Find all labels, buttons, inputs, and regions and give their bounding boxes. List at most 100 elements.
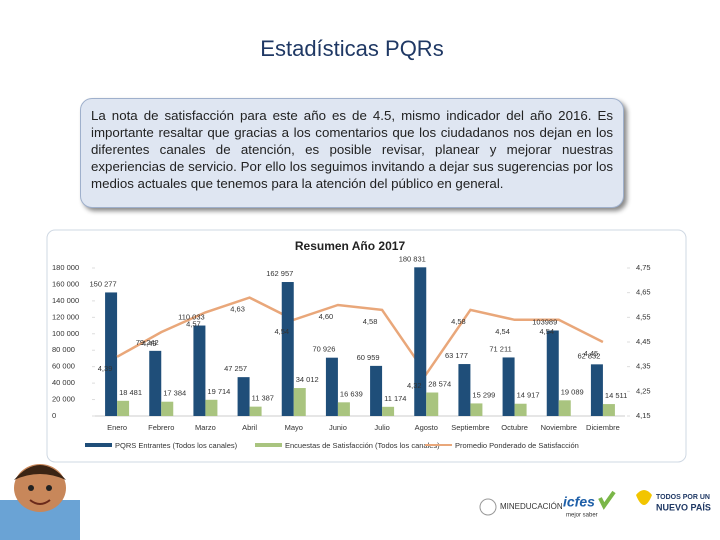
value-label: 4,45: [584, 349, 599, 358]
bar: [149, 350, 162, 416]
bar: [558, 400, 571, 416]
value-label: 103989: [532, 317, 557, 326]
y-tick-label: 40 000: [52, 378, 75, 387]
y-tick-label: 140 000: [52, 296, 79, 305]
bar: [205, 399, 218, 416]
value-label: 4,54: [495, 327, 510, 336]
bar: [590, 364, 603, 416]
x-tick-label: Abril: [242, 423, 257, 432]
bar: [602, 404, 615, 416]
bar: [105, 292, 118, 416]
legend-label: PQRS Entrantes (Todos los canales): [115, 441, 238, 450]
y-tick-label: 60 000: [52, 362, 75, 371]
logo-text: TODOS POR UN: [656, 494, 710, 501]
value-label: 4,60: [319, 312, 334, 321]
y2-tick-label: 4,55: [636, 312, 651, 321]
child-illustration: [0, 464, 80, 540]
x-tick-label: Julio: [374, 423, 389, 432]
y-tick-label: 160 000: [52, 279, 79, 288]
value-label: 162 957: [266, 269, 293, 278]
x-tick-label: Junio: [329, 423, 347, 432]
x-tick-label: Febrero: [148, 423, 174, 432]
bar: [470, 403, 483, 416]
value-label: 4,58: [363, 317, 378, 326]
value-label: 4,49: [142, 339, 157, 348]
value-label: 47 257: [224, 364, 247, 373]
value-label: 4,58: [451, 317, 466, 326]
value-label: 11 387: [252, 394, 274, 403]
value-label: 17 384: [163, 389, 186, 398]
legend-label: Encuestas de Satisfacción (Todos los can…: [285, 441, 440, 450]
bar: [458, 364, 471, 416]
x-tick-label: Diciembre: [586, 423, 620, 432]
value-label: 34 012: [296, 375, 319, 384]
y2-tick-label: 4,75: [636, 263, 651, 272]
y2-tick-label: 4,15: [636, 411, 651, 420]
value-label: 14 511: [605, 391, 627, 400]
value-label: 16 639: [340, 389, 363, 398]
value-label: 180 831: [399, 254, 426, 263]
y2-tick-label: 4,35: [636, 362, 651, 371]
logo-text: MINEDUCACIÓN: [500, 502, 563, 511]
x-tick-label: Agosto: [415, 423, 438, 432]
value-label: 11 174: [384, 394, 406, 403]
value-label: 15 299: [472, 390, 495, 399]
bar: [193, 325, 206, 416]
x-tick-label: Septiembre: [451, 423, 489, 432]
x-tick-label: Enero: [107, 423, 127, 432]
value-label: 110 033: [178, 313, 205, 322]
value-label: 18 481: [119, 388, 142, 397]
bar: [426, 392, 439, 416]
value-label: 19 714: [207, 387, 230, 396]
logo-text: NUEVO PAÍS: [656, 502, 711, 512]
x-tick-label: Octubre: [501, 423, 528, 432]
y-tick-label: 180 000: [52, 263, 79, 272]
y2-tick-label: 4,25: [636, 386, 651, 395]
value-label: 19 089: [561, 387, 584, 396]
bar: [325, 357, 338, 416]
slide-title: Estadísticas PQRs: [260, 36, 443, 61]
note-box: La nota de satisfacción para este año es…: [80, 98, 624, 208]
x-tick-label: Marzo: [195, 423, 216, 432]
bar: [237, 377, 250, 416]
line: [116, 296, 604, 377]
bar: [370, 365, 383, 416]
value-label: 4,57: [186, 319, 201, 328]
bar: [293, 388, 306, 416]
chart-title: Resumen Año 2017: [295, 239, 406, 253]
y-tick-label: 100 000: [52, 329, 79, 338]
bar: [281, 282, 294, 416]
value-label: 63 177: [445, 351, 468, 360]
value-label: 70 926: [312, 345, 335, 354]
value-label: 62 832: [577, 351, 600, 360]
bar: [546, 330, 559, 416]
x-tick-label: Noviembre: [541, 423, 577, 432]
value-label: 4,63: [230, 305, 245, 314]
value-label: 71 211: [489, 344, 511, 353]
value-label: 28 574: [428, 379, 451, 388]
logo-text: icfes: [563, 494, 595, 510]
y-tick-label: 0: [52, 411, 56, 420]
y-tick-label: 80 000: [52, 345, 75, 354]
value-label: 79 242: [136, 338, 159, 347]
y2-tick-label: 4,65: [636, 288, 651, 297]
legend-label: Promedio Ponderado de Satisfacción: [455, 441, 579, 450]
bar: [414, 267, 427, 416]
bar: [514, 403, 527, 416]
y2-tick-label: 4,45: [636, 337, 651, 346]
value-label: 60 959: [357, 353, 380, 362]
value-label: 4,54: [274, 327, 289, 336]
legend-swatch: [85, 443, 112, 447]
footer-logos: MINEDUCACIÓN icfes mejor saber TODOS POR…: [479, 490, 711, 519]
value-label: 14 917: [517, 391, 540, 400]
value-label: 4,39: [98, 364, 113, 373]
y-tick-label: 20 000: [52, 395, 75, 404]
y-tick-label: 120 000: [52, 312, 79, 321]
bar: [382, 406, 395, 416]
bar: [117, 400, 130, 416]
legend-swatch: [255, 443, 282, 447]
value-label: 4,54: [539, 327, 554, 336]
logo-text: mejor saber: [566, 513, 598, 519]
x-tick-label: Mayo: [285, 423, 303, 432]
